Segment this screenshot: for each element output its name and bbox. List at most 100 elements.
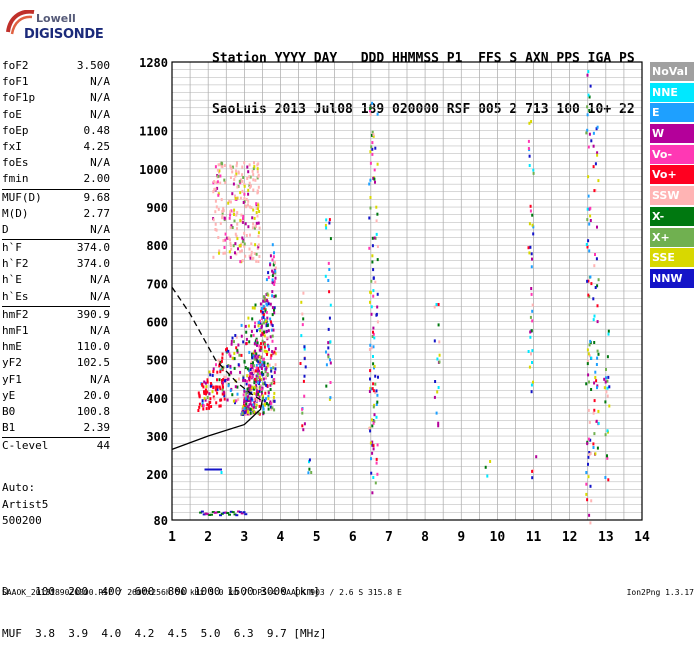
echo-dot <box>198 402 201 406</box>
ionogram-plot: 1 2 3 4 5 6 7 8 9 10 11 12 13 14 80200300400500600700… <box>139 56 650 545</box>
echo-dot <box>373 364 376 368</box>
echo-dot <box>231 165 234 169</box>
echo-dot <box>258 375 261 379</box>
echo-dot <box>228 250 231 254</box>
echo-dot <box>377 375 379 379</box>
echo-dot <box>244 222 247 226</box>
echo-dot <box>211 511 215 513</box>
echo-dot <box>308 467 311 471</box>
echo-dot <box>266 292 269 296</box>
echo-dot <box>250 375 253 379</box>
echo-dot <box>437 323 440 327</box>
echo-dot <box>249 175 252 179</box>
echo-dot <box>243 244 246 248</box>
echo-dot <box>530 265 533 269</box>
echo-dot <box>272 271 275 275</box>
echo-dot <box>233 513 237 516</box>
echo-dot <box>376 212 379 216</box>
echo-dot <box>271 258 274 262</box>
echo-dot <box>216 378 218 382</box>
param-name: yE <box>2 388 16 402</box>
param-name: hmF2 <box>2 307 29 321</box>
echo-dot <box>245 402 248 406</box>
echo-dot <box>370 279 373 283</box>
echo-dot <box>251 369 254 372</box>
echo-dot <box>265 350 268 353</box>
x-tick-label: 11 <box>526 530 542 545</box>
param-value: 0.48 <box>83 123 111 137</box>
echo-dot <box>267 407 270 411</box>
echo-dot <box>236 185 239 189</box>
echo-dot <box>215 401 218 405</box>
echo-dot <box>244 254 247 258</box>
echo-dot <box>216 387 219 391</box>
echo-dot <box>220 164 223 168</box>
echo-dot <box>227 349 230 353</box>
y-tick-labels: 80 200 300 400 500 600 700 800 900 1000 1100 1280 <box>139 56 168 528</box>
echo-dot <box>213 511 217 514</box>
echo-dot <box>234 242 237 246</box>
echo-dot <box>436 357 439 361</box>
echo-dot <box>266 352 268 356</box>
echo-dot <box>221 388 224 392</box>
echo-dot <box>257 185 260 189</box>
echo-dot <box>587 455 590 459</box>
param-row: hmE 110.0 <box>2 339 110 355</box>
echo-dot <box>369 300 371 304</box>
echo-dot <box>267 302 270 306</box>
echo-dot <box>261 332 264 336</box>
echo-dot <box>202 404 205 408</box>
echo-dot <box>604 400 607 404</box>
echo-dot <box>241 165 244 169</box>
echo-dot <box>329 303 332 307</box>
echo-dot <box>267 395 270 398</box>
echo-dot <box>218 249 221 253</box>
echo-dot <box>264 370 267 374</box>
echo-dot <box>586 279 589 283</box>
echo-dot <box>229 364 232 368</box>
param-row: B0 100.8 <box>2 404 110 420</box>
echo-dot <box>239 196 242 200</box>
echo-dot <box>433 305 436 309</box>
echo-dot <box>259 302 262 306</box>
echo-dot <box>255 366 258 370</box>
echo-dot <box>270 320 272 324</box>
echo-dot <box>209 373 212 377</box>
y-tick-label: 1100 <box>139 125 168 139</box>
echo-dot <box>210 382 212 385</box>
echo-dot <box>271 406 274 410</box>
echo-dot <box>241 189 244 193</box>
echo-dot <box>256 167 259 171</box>
echo-dot <box>221 352 224 356</box>
param-value: N/A <box>90 222 110 236</box>
echo-dot <box>303 394 306 398</box>
echo-dot <box>274 261 276 265</box>
echo-dot <box>607 332 610 336</box>
echo-dot <box>270 407 273 411</box>
echo-dot <box>245 234 248 237</box>
echo-dot <box>592 144 595 148</box>
echo-dot <box>300 300 303 304</box>
echo-dot <box>589 521 592 525</box>
echo-dot <box>246 393 249 397</box>
echo-dot <box>274 276 277 280</box>
echo-dot <box>258 369 261 373</box>
param-value: N/A <box>90 289 110 303</box>
x-tick-label: 3 <box>240 530 248 545</box>
echo-dot <box>253 405 255 409</box>
echo-dot <box>232 210 235 214</box>
param-value: 390.9 <box>76 307 110 321</box>
echo-dot <box>273 391 276 395</box>
echo-dot <box>227 384 230 388</box>
echo-dot <box>531 257 533 261</box>
echo-dot <box>246 398 249 402</box>
echo-dot <box>271 243 274 247</box>
echo-dot <box>258 344 261 348</box>
echo-dot <box>371 260 374 264</box>
auto-program: Artist5 <box>2 497 49 511</box>
echo-dot <box>217 192 220 196</box>
echo-dot <box>253 325 256 329</box>
param-value: N/A <box>90 156 110 170</box>
echo-dot <box>437 386 440 389</box>
echo-dot <box>218 385 221 389</box>
